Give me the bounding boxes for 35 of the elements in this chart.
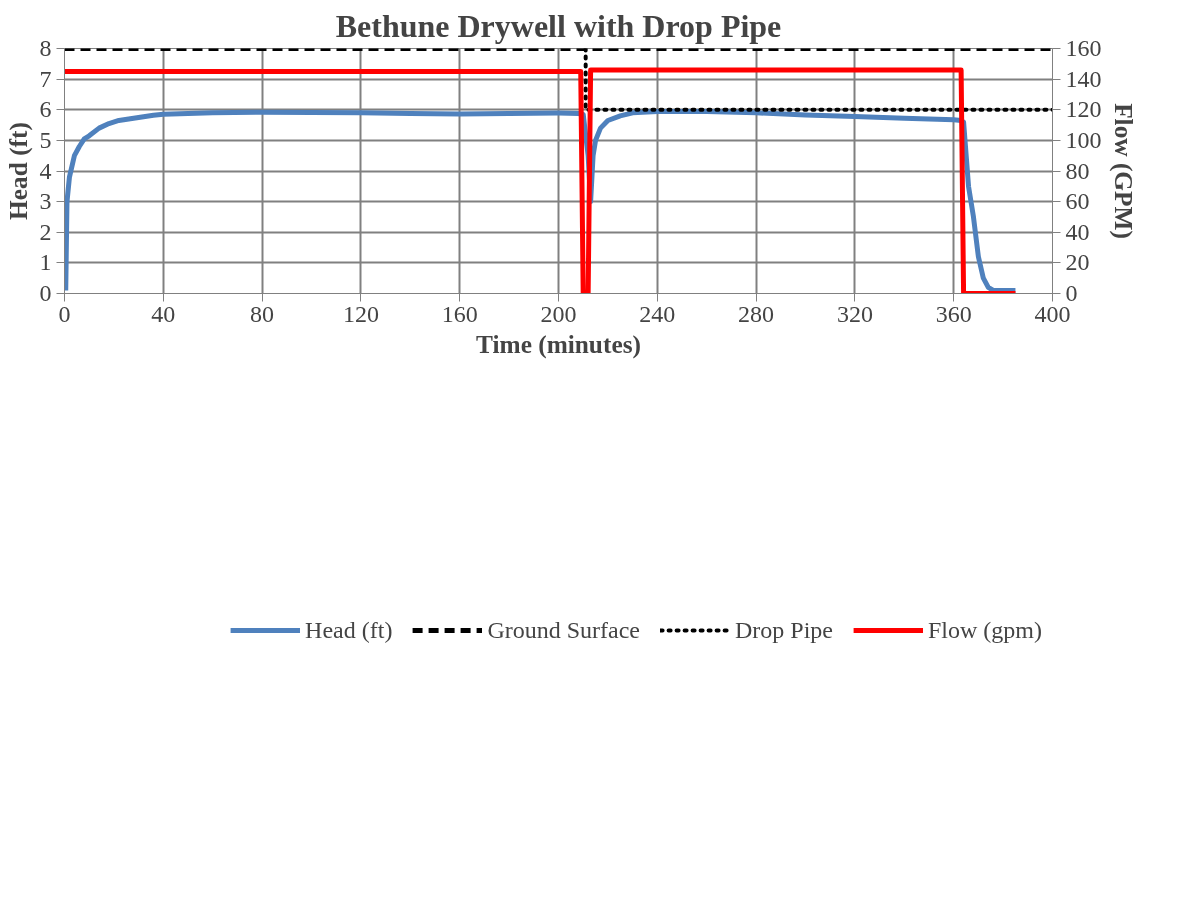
- y-tick-label: 8: [39, 35, 52, 61]
- y-tick-label: 2: [39, 218, 52, 245]
- y-tick-label: 0: [39, 280, 52, 306]
- y-tick-label: 6: [39, 96, 52, 123]
- y-tick-label: 3: [39, 188, 52, 215]
- y-axis-title: Head (ft): [3, 122, 33, 220]
- y2-tick-label: 80: [1065, 157, 1090, 184]
- y-tick-label: 5: [39, 126, 52, 153]
- legend-label: Flow (gpm): [928, 616, 1042, 644]
- x-tick-label: 0: [58, 300, 71, 327]
- y2-axis-title: Flow (GPM): [1108, 103, 1138, 239]
- y2-tick-label: 20: [1065, 249, 1090, 276]
- legend-label: Drop Pipe: [735, 616, 833, 644]
- y2-tick-label: 140: [1065, 65, 1102, 92]
- y2-tick-label: 40: [1065, 218, 1090, 245]
- x-tick-label: 80: [250, 300, 275, 327]
- y2-tick-label: 160: [1065, 35, 1102, 61]
- y2-tick-label: 120: [1065, 96, 1102, 123]
- x-tick-label: 280: [738, 300, 775, 327]
- x-tick-label: 160: [441, 300, 478, 327]
- x-tick-label: 40: [151, 300, 176, 327]
- y-tick-label: 1: [39, 249, 52, 276]
- y-tick-label: 4: [39, 157, 52, 184]
- y-tick-label: 7: [39, 65, 52, 92]
- legend-label: Head (ft): [305, 616, 393, 644]
- x-tick-label: 200: [540, 300, 577, 327]
- y2-tick-label: 60: [1065, 188, 1090, 215]
- legend-label: Ground Surface: [487, 616, 640, 644]
- chart-title: Bethune Drywell with Drop Pipe: [335, 7, 782, 44]
- x-tick-label: 240: [639, 300, 676, 327]
- x-tick-label: 120: [342, 300, 379, 327]
- x-axis-title: Time (minutes): [476, 329, 641, 359]
- x-tick-label: 320: [836, 300, 873, 327]
- x-tick-label: 360: [935, 300, 972, 327]
- y2-tick-label: 100: [1065, 126, 1102, 153]
